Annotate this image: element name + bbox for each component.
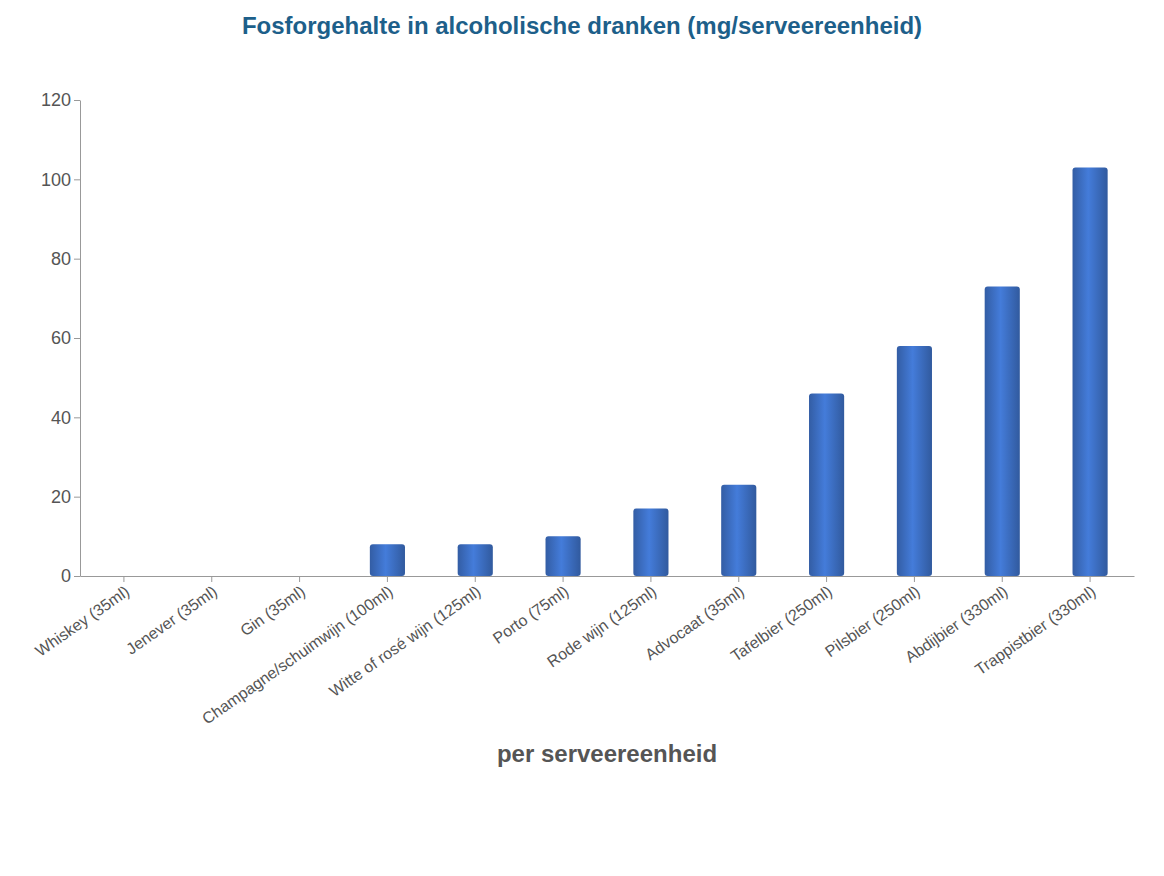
x-tick: Witte of rosé wijn (125ml) [326, 576, 484, 700]
chart: Fosforgehalte in alcoholische dranken (m… [0, 0, 1164, 876]
bar [633, 509, 668, 576]
plot: 0 20 40 60 80 100 120 Whiskey (35ml)Jenever (35… [32, 90, 1134, 727]
bar [370, 544, 405, 576]
y-tick: 40 [51, 408, 80, 428]
y-tick-mark [74, 100, 80, 101]
x-tick-label: Rode wijn (125ml) [544, 583, 659, 671]
y-tick-label: 20 [51, 487, 71, 507]
y-tick-mark [74, 576, 80, 577]
x-tick: Champagne/schuimwijn (100ml) [199, 576, 396, 728]
x-tick-label: Whiskey (35ml) [32, 583, 132, 660]
x-tick: Trappistbier (330ml) [972, 576, 1099, 678]
x-tick-label: Witte of rosé wijn (125ml) [326, 583, 484, 700]
y-axis-line [80, 101, 81, 577]
x-tick-label: Jenever (35ml) [123, 583, 220, 658]
x-tick-mark [826, 576, 827, 582]
x-tick: Jenever (35ml) [123, 576, 220, 658]
y-tick-mark [74, 417, 80, 418]
x-tick-mark [1090, 576, 1091, 582]
x-tick-label: Trappistbier (330ml) [972, 583, 1099, 679]
y-axis: 0 20 40 60 80 100 120 [41, 90, 81, 586]
bar [985, 286, 1020, 576]
bar [546, 536, 581, 576]
y-tick: 20 [51, 487, 80, 507]
x-tick: Gin (35ml) [237, 576, 308, 639]
bars [370, 167, 1108, 576]
y-tick-label: 120 [41, 90, 71, 110]
y-tick: 80 [51, 249, 80, 269]
bar [809, 394, 844, 576]
x-tick-mark [738, 576, 739, 582]
x-tick-mark [650, 576, 651, 582]
x-axis-title: per serveereenheid [497, 740, 717, 767]
bar [897, 346, 932, 576]
y-tick-label: 40 [51, 408, 71, 428]
x-tick-mark [299, 576, 300, 582]
x-tick-mark [1002, 576, 1003, 582]
bar [106, 576, 141, 577]
y-tick-label: 60 [51, 328, 71, 348]
x-tick-mark [123, 576, 124, 582]
x-tick-mark [387, 576, 388, 582]
y-tick-mark [74, 179, 80, 180]
y-tick: 120 [41, 90, 80, 110]
title: Fosforgehalte in alcoholische dranken (m… [242, 12, 922, 39]
x-tick-label: Porto (75ml) [490, 583, 572, 647]
y-tick: 60 [51, 328, 80, 348]
y-tick-label: 80 [51, 249, 71, 269]
x-axis-line [81, 576, 1135, 577]
x-tick: Whiskey (35ml) [32, 576, 132, 660]
y-tick: 100 [41, 170, 80, 190]
y-tick-label: 100 [41, 170, 71, 190]
x-tick: Porto (75ml) [490, 576, 572, 647]
bar [282, 576, 317, 577]
x-tick: Rode wijn (125ml) [544, 576, 659, 670]
x-axis: Whiskey (35ml)Jenever (35ml) Gin (35ml)Ch… [32, 576, 1134, 728]
x-tick-mark [211, 576, 212, 582]
bar [721, 485, 756, 576]
x-tick-mark [563, 576, 564, 582]
bar [458, 544, 493, 576]
x-tick-label: Gin (35ml) [237, 583, 308, 640]
x-tick: Tafelbier (250ml) [728, 576, 835, 665]
y-tick-mark [74, 497, 80, 498]
bar [194, 576, 229, 577]
y-tick: 0 [61, 566, 80, 586]
x-tick-mark [914, 576, 915, 582]
y-tick-mark [74, 338, 80, 339]
x-tick-label: Champagne/schuimwijn (100ml) [199, 583, 396, 728]
y-tick-mark [74, 259, 80, 260]
x-tick-mark [475, 576, 476, 582]
bar [1073, 167, 1108, 576]
x-tick-label: Tafelbier (250ml) [728, 583, 835, 665]
y-tick-label: 0 [61, 566, 71, 586]
